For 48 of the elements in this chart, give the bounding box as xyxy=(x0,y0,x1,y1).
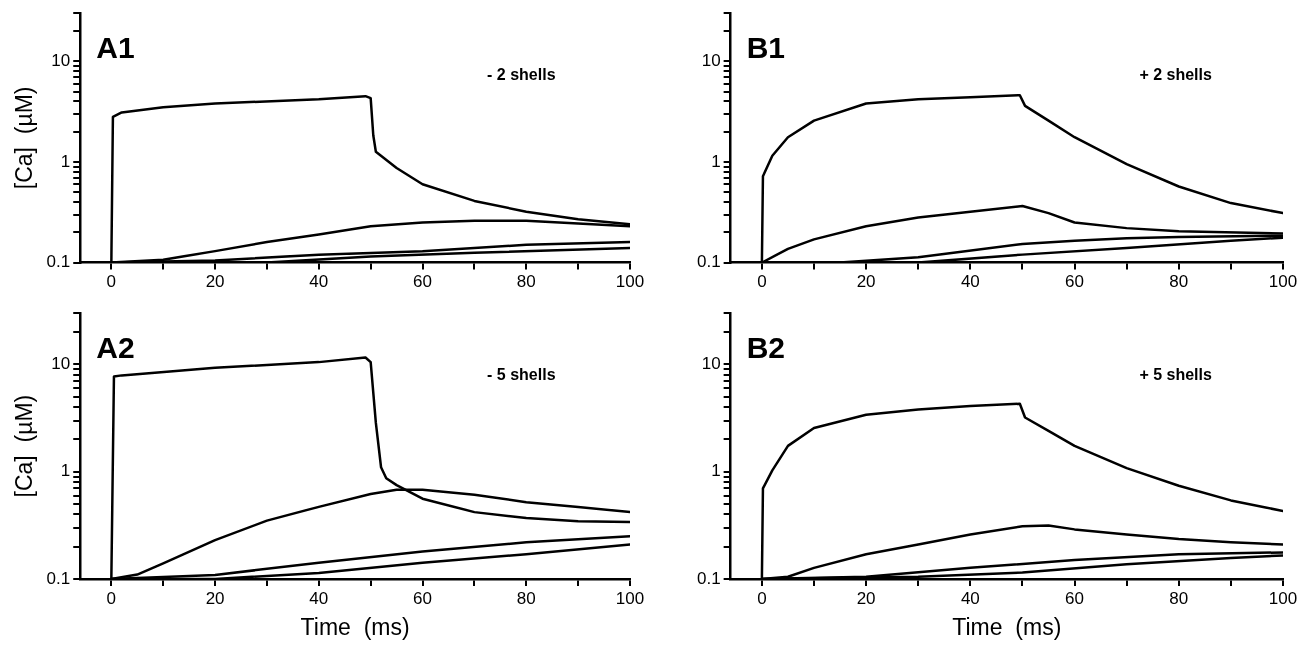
x-tick-label: 0 xyxy=(106,588,117,608)
x-axis-title: Time (ms) xyxy=(300,613,410,640)
x-tick-label: 60 xyxy=(1065,588,1085,608)
x-tick-label: 80 xyxy=(1169,272,1189,292)
text: B1 xyxy=(746,31,785,65)
x-tick-label: 20 xyxy=(856,588,876,608)
x-tick-label: 60 xyxy=(413,272,432,292)
y-tick-label: 10 xyxy=(51,50,71,70)
x-tick-label: 100 xyxy=(615,588,645,608)
x-tick-label: 100 xyxy=(1268,588,1298,608)
y-tick-label: 1 xyxy=(711,461,721,481)
annotation: + 2 shells xyxy=(1139,65,1212,83)
y-tick-label: 1 xyxy=(711,151,721,171)
y-axis-title: [Ca] (µM) xyxy=(11,394,38,498)
y-axis-title: [Ca] (µM) xyxy=(11,86,38,190)
y-tick-label: 0.1 xyxy=(696,568,721,588)
x-tick-label: 20 xyxy=(205,272,225,292)
annotation: + 5 shells xyxy=(1139,365,1212,383)
y-tick-label: 1 xyxy=(60,461,71,481)
x-tick-label: 0 xyxy=(757,272,767,292)
x-tick-label: 80 xyxy=(516,272,536,292)
x-tick-label: 0 xyxy=(106,272,117,292)
x-tick-label: 0 xyxy=(757,588,767,608)
x-tick-label: 60 xyxy=(413,588,432,608)
x-tick-label: 100 xyxy=(1268,272,1298,292)
annotation: - 2 shells xyxy=(487,65,556,83)
annotation: - 5 shells xyxy=(487,365,556,383)
x-tick-label: 20 xyxy=(205,588,225,608)
y-tick-label: 10 xyxy=(701,50,721,70)
y-tick-label: 0.1 xyxy=(46,568,71,588)
y-tick-label: 0.1 xyxy=(46,252,71,272)
text: A2 xyxy=(96,331,135,365)
x-tick-label: 60 xyxy=(1065,272,1085,292)
x-tick-label: 40 xyxy=(960,588,980,608)
x-tick-label: 40 xyxy=(309,588,329,608)
x-tick-label: 80 xyxy=(516,588,536,608)
x-axis-title: Time (ms) xyxy=(952,613,1062,640)
text: A1 xyxy=(96,31,135,65)
y-tick-label: 10 xyxy=(701,354,721,374)
y-tick-label: 1 xyxy=(60,151,71,171)
x-tick-label: 100 xyxy=(615,272,645,292)
x-tick-label: 80 xyxy=(1169,588,1189,608)
y-tick-label: 0.1 xyxy=(696,252,721,272)
text: B2 xyxy=(746,331,785,365)
x-tick-label: 20 xyxy=(856,272,876,292)
x-tick-label: 40 xyxy=(960,272,980,292)
x-tick-label: 40 xyxy=(309,272,329,292)
y-tick-label: 10 xyxy=(51,354,71,374)
